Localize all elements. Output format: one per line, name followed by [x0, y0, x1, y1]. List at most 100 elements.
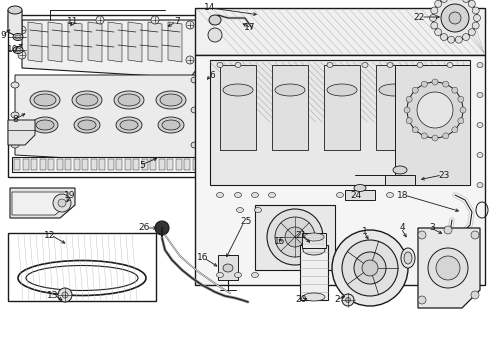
Circle shape: [441, 33, 447, 41]
Text: 6: 6: [209, 71, 215, 80]
Ellipse shape: [36, 120, 54, 130]
Ellipse shape: [393, 166, 407, 174]
Polygon shape: [345, 190, 375, 200]
Circle shape: [441, 0, 447, 3]
Ellipse shape: [447, 63, 453, 68]
Circle shape: [432, 79, 438, 85]
Circle shape: [342, 294, 354, 306]
Circle shape: [472, 22, 479, 29]
Polygon shape: [12, 157, 200, 172]
Polygon shape: [195, 55, 485, 285]
Ellipse shape: [401, 248, 415, 268]
Ellipse shape: [30, 91, 60, 109]
Circle shape: [406, 118, 412, 124]
Ellipse shape: [387, 273, 393, 278]
Polygon shape: [385, 175, 415, 185]
Text: 23: 23: [438, 171, 449, 180]
Polygon shape: [15, 75, 205, 165]
Circle shape: [441, 4, 469, 32]
Circle shape: [418, 231, 426, 239]
Ellipse shape: [223, 264, 233, 272]
Circle shape: [421, 81, 427, 87]
Circle shape: [58, 199, 66, 207]
Bar: [376, 65, 412, 150]
Circle shape: [62, 292, 68, 298]
Text: 3: 3: [429, 224, 435, 233]
Bar: [324, 65, 360, 150]
Circle shape: [443, 133, 449, 139]
Ellipse shape: [477, 63, 483, 68]
Text: 13: 13: [47, 291, 58, 300]
Bar: [82, 159, 88, 170]
Ellipse shape: [303, 245, 325, 255]
Ellipse shape: [235, 193, 242, 198]
Ellipse shape: [11, 82, 19, 88]
Circle shape: [471, 291, 479, 299]
Ellipse shape: [362, 193, 368, 198]
Circle shape: [449, 12, 461, 24]
Bar: [74, 159, 79, 170]
Ellipse shape: [118, 94, 140, 106]
Text: 2: 2: [334, 296, 340, 305]
Ellipse shape: [15, 48, 21, 52]
Bar: [8, 233, 156, 301]
Polygon shape: [395, 65, 470, 185]
Bar: [40, 159, 46, 170]
Circle shape: [435, 0, 441, 7]
Circle shape: [471, 231, 479, 239]
Circle shape: [435, 29, 441, 36]
Polygon shape: [168, 22, 182, 62]
Ellipse shape: [120, 120, 138, 130]
Circle shape: [342, 240, 398, 296]
Circle shape: [412, 87, 418, 93]
Circle shape: [431, 22, 438, 29]
Circle shape: [412, 127, 418, 133]
Ellipse shape: [11, 112, 19, 118]
Circle shape: [275, 217, 315, 257]
Ellipse shape: [223, 84, 253, 96]
Circle shape: [433, 0, 477, 40]
Ellipse shape: [158, 117, 184, 133]
Circle shape: [436, 256, 460, 280]
Bar: [220, 65, 256, 150]
Ellipse shape: [191, 142, 199, 148]
Circle shape: [432, 135, 438, 141]
Circle shape: [345, 297, 350, 302]
Ellipse shape: [11, 142, 19, 148]
Ellipse shape: [337, 193, 343, 198]
Text: 21: 21: [295, 230, 307, 239]
Circle shape: [151, 16, 159, 24]
Text: 24: 24: [351, 190, 362, 199]
Text: 4: 4: [399, 224, 405, 233]
Ellipse shape: [269, 193, 275, 198]
Ellipse shape: [162, 120, 180, 130]
Polygon shape: [8, 10, 22, 36]
Circle shape: [354, 252, 386, 284]
Text: 25: 25: [240, 217, 251, 226]
Ellipse shape: [13, 46, 23, 54]
Bar: [116, 159, 122, 170]
Circle shape: [155, 221, 169, 235]
Circle shape: [430, 14, 437, 22]
Ellipse shape: [160, 94, 182, 106]
Ellipse shape: [13, 33, 23, 40]
Ellipse shape: [387, 63, 393, 68]
Ellipse shape: [327, 84, 357, 96]
Ellipse shape: [198, 102, 205, 112]
Bar: [193, 159, 198, 170]
Ellipse shape: [362, 63, 368, 68]
Bar: [133, 159, 139, 170]
Ellipse shape: [304, 233, 324, 241]
Ellipse shape: [217, 273, 223, 278]
Text: 8: 8: [12, 116, 18, 125]
Bar: [300, 245, 328, 300]
Circle shape: [421, 133, 427, 139]
Circle shape: [458, 118, 464, 124]
Polygon shape: [418, 228, 480, 308]
Circle shape: [332, 230, 408, 306]
Circle shape: [468, 0, 475, 7]
Text: 17: 17: [244, 23, 255, 32]
Bar: [175, 159, 181, 170]
Ellipse shape: [217, 193, 223, 198]
Ellipse shape: [303, 293, 325, 301]
